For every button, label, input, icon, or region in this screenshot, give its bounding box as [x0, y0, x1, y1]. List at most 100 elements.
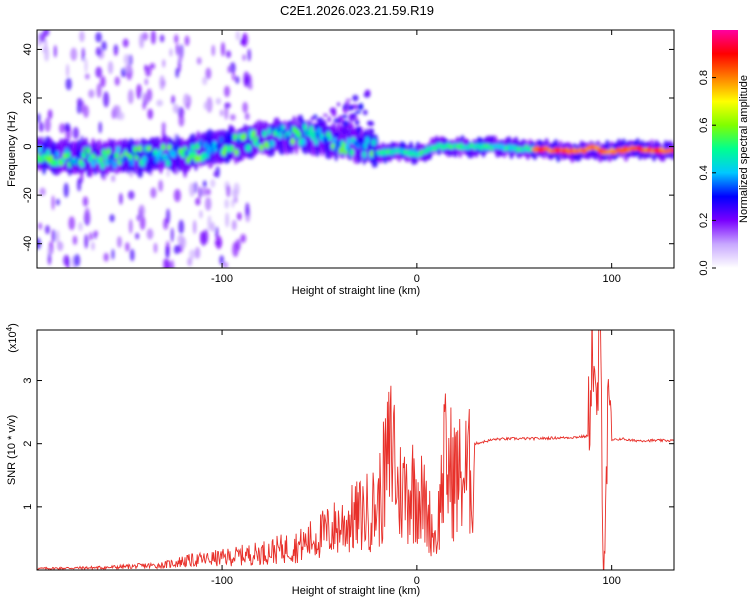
spectrogram-ridge-cell: [338, 146, 344, 154]
spectrogram-noise-cell: [247, 48, 252, 62]
spectrogram-noise-cell: [235, 76, 240, 84]
spectrogram-noise-cell: [202, 186, 207, 197]
spectrogram-noise-cell: [192, 220, 197, 235]
spectrogram-noise-cell: [138, 204, 145, 218]
spectrogram-xtick-label: 100: [602, 273, 620, 285]
spectrogram-noise-cell: [245, 76, 250, 85]
spectrogram-noise-cell: [147, 108, 154, 120]
spectrogram-branch-cell: [366, 120, 374, 125]
spectrogram-noise-cell: [177, 46, 184, 63]
spectrogram-noise-cell: [47, 253, 52, 266]
spectrogram-ridge-cell: [327, 134, 333, 142]
snr-frame: [36, 329, 675, 571]
spectrogram-noise-cell: [166, 208, 171, 224]
spectrogram-noise-cell: [211, 44, 216, 57]
spectrogram-noise-cell: [78, 221, 83, 231]
spectrogram-branch-cell: [345, 98, 352, 102]
spectrogram-noise-cell: [205, 188, 211, 196]
colorbar-label: Normalized spectral amplitude: [738, 75, 750, 223]
spectrogram-heatmap: [37, 30, 674, 268]
spectrogram-noise-cell: [113, 50, 118, 57]
spectrogram-noise-cell: [56, 230, 60, 244]
spectrogram-ridge-cell: [185, 156, 191, 164]
spectrogram-ridge-cell: [115, 146, 121, 154]
spectrogram-noise-cell: [210, 222, 215, 232]
spectrogram-noise-cell: [42, 46, 47, 54]
spectrogram-noise-cell: [95, 66, 103, 78]
spectrogram-noise-cell: [144, 78, 149, 86]
spectrogram-noise-cell: [122, 38, 129, 48]
spectrogram-noise-cell: [63, 182, 69, 198]
spectrogram-branch-cell: [355, 120, 360, 125]
spectrogram-branch-cell: [322, 113, 328, 118]
spectrogram-ridge-cell: [103, 153, 108, 161]
spectrogram-noise-cell: [81, 47, 85, 62]
spectrogram-noise-cell: [169, 48, 173, 57]
spectrogram-branch-cell: [310, 116, 315, 121]
spectrogram-noise-cell: [170, 259, 175, 268]
spectrogram-noise-cell: [189, 249, 196, 260]
spectrogram-ridge-cell: [296, 131, 302, 139]
spectrogram-noise-cell: [139, 33, 145, 49]
spectrogram-branch-cell: [330, 128, 336, 136]
spectrogram-noise-cell: [195, 197, 201, 206]
spectrogram-ytick-label: 0: [22, 144, 34, 150]
spectrogram-ridge-cell: [302, 123, 308, 131]
snr-xtick-label: 0: [414, 575, 420, 587]
spectrogram-noise-cell: [100, 75, 106, 88]
spectrogram-noise-cell: [56, 198, 60, 206]
spectrogram-noise-cell: [123, 54, 130, 65]
spectrogram-ridge-cell: [193, 155, 199, 163]
spectrogram-energy: [37, 30, 674, 268]
spectrogram-noise-cell: [199, 231, 204, 244]
spectrogram-noise-cell: [101, 40, 107, 51]
spectrogram-noise-cell: [103, 91, 110, 108]
spectrogram-ridge-cell: [369, 150, 375, 158]
spectrogram-branch-cell: [348, 113, 356, 122]
colorbar-tick-label: 0.2: [698, 213, 710, 228]
spectrogram-noise-cell: [225, 212, 230, 228]
spectrogram-noise-cell: [72, 235, 78, 245]
spectrogram-ridge-cell: [262, 130, 267, 138]
spectrogram-ridge-cell: [251, 129, 256, 137]
spectrogram-ridge-cell: [358, 138, 364, 146]
spectrogram-ridge-cell: [132, 146, 138, 154]
spectrogram-ridge-cell: [114, 152, 119, 160]
spectrogram-ridge-cell: [161, 143, 166, 151]
spectrogram-ridge-cell: [234, 148, 239, 156]
spectrogram-noise-cell: [53, 45, 57, 58]
spectrogram-noise-cell: [66, 63, 70, 78]
spectrogram-xtick-label: -100: [211, 273, 233, 285]
spectrogram-noise-cell: [103, 252, 109, 262]
snr-series: [37, 330, 674, 570]
spectrogram-noise-cell: [244, 112, 250, 121]
spectrogram-noise-cell: [226, 185, 231, 198]
spectrogram-ytick-label: -40: [22, 236, 34, 252]
spectrogram-noise-cell: [124, 63, 132, 73]
spectrogram-noise-cell: [84, 58, 88, 73]
spectrogram-noise-cell: [93, 230, 99, 237]
spectrogram-ylabel: Frequency (Hz): [6, 111, 18, 187]
spectrogram-ridge-cell: [76, 150, 82, 158]
spectrogram-ridge-cell: [229, 145, 235, 153]
spectrogram-noise-cell: [206, 96, 213, 113]
spectrogram-noise-cell: [118, 112, 125, 121]
spectrogram-noise-cell: [70, 47, 78, 61]
spectrogram-noise-cell: [88, 89, 95, 99]
spectrogram-ridge-cell: [316, 127, 322, 135]
spectrogram-branch-cell: [354, 110, 362, 114]
spectrogram-ridge-cell: [670, 148, 674, 153]
spectrogram-ridge-cell: [362, 150, 367, 158]
spectrogram-noise-cell: [198, 186, 202, 199]
spectrogram-noise-cell: [163, 258, 170, 268]
spectrogram-ridge-cell: [246, 144, 252, 152]
spectrogram-noise-cell: [242, 54, 247, 61]
spectrogram-noise-cell: [146, 228, 154, 240]
spectrogram-noise-cell: [63, 254, 70, 267]
spectrogram-xtick-label: 0: [414, 273, 420, 285]
spectrogram-noise-cell: [161, 121, 166, 131]
spectrogram-noise-cell: [215, 97, 222, 105]
spectrogram-branch-cell: [269, 134, 274, 139]
spectrogram-ridge-cell: [55, 151, 60, 159]
spectrogram-ridge-cell: [157, 148, 163, 156]
